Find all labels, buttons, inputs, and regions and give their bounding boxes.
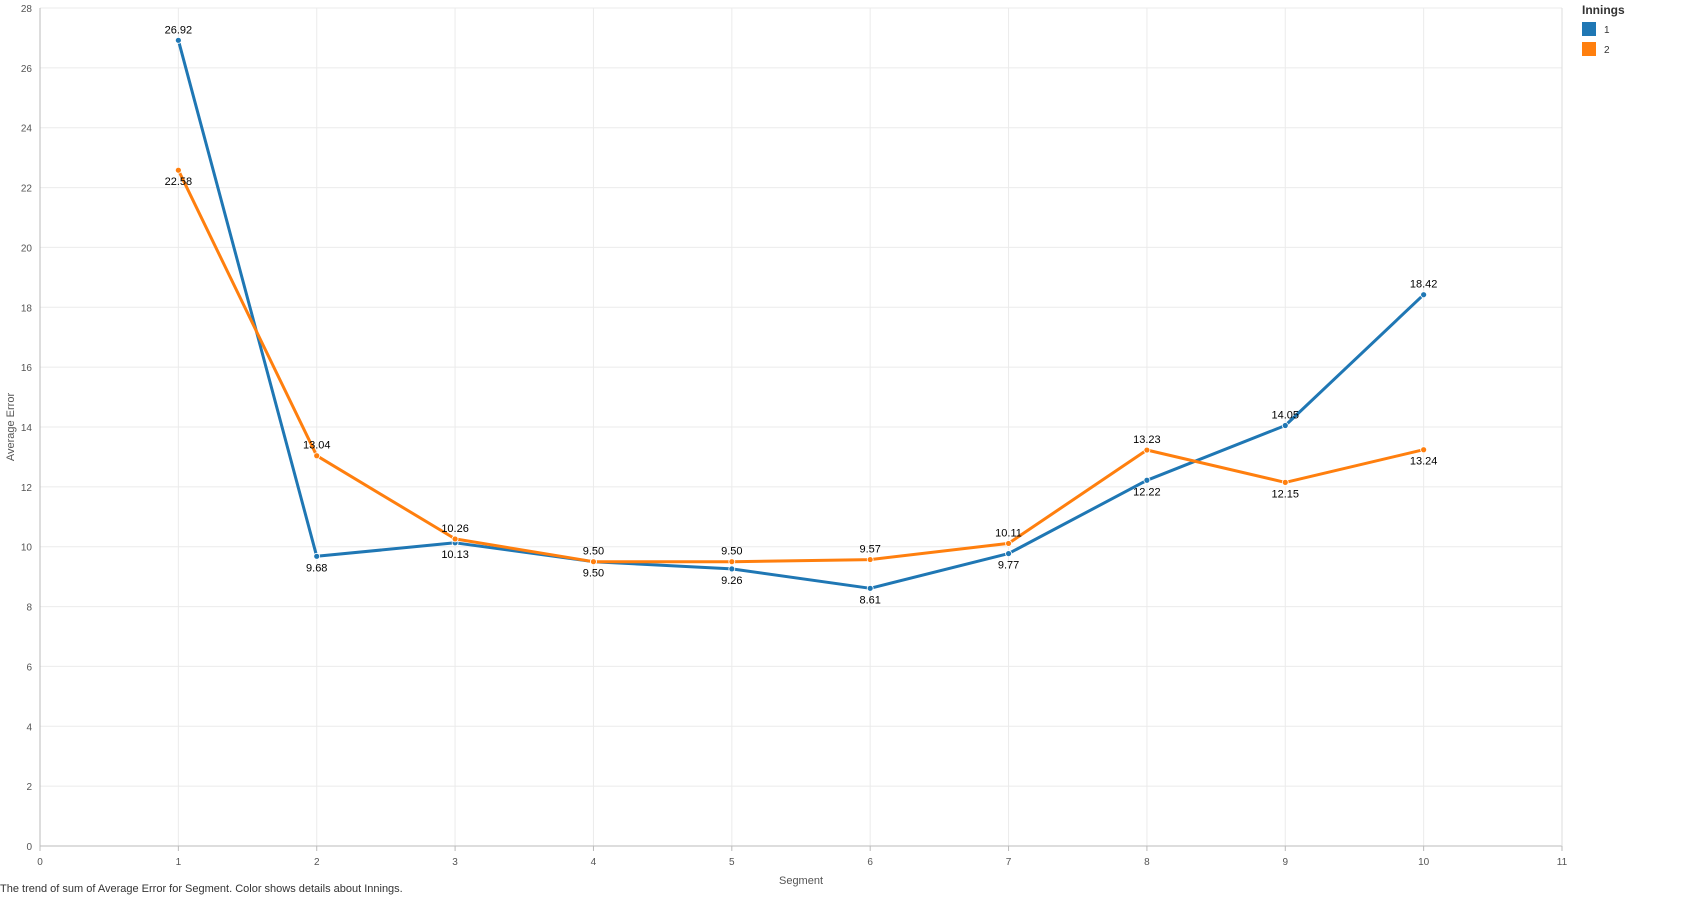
x-tick-label: 2 <box>314 857 320 868</box>
x-tick-label: 0 <box>37 857 43 868</box>
data-point-innings-1 <box>1420 291 1428 299</box>
grid-lines <box>39 7 1563 847</box>
chart-caption: The trend of sum of Average Error for Se… <box>0 883 403 895</box>
x-axis-title: Segment <box>779 875 823 887</box>
y-tick-label: 20 <box>21 243 33 254</box>
data-labels: 26.92 22.58 9.68 13.04 10.13 10.26 9.50 9.50 9.2… <box>165 24 1438 606</box>
data-point-innings-2 <box>1281 478 1289 486</box>
x-tick-label: 7 <box>1006 857 1012 868</box>
legend-swatch-innings-1 <box>1582 22 1596 36</box>
series-line-innings-2 <box>176 168 1426 564</box>
data-label-innings-2: 10.26 <box>441 523 469 535</box>
series-line-innings-1 <box>176 38 1426 590</box>
y-tick-label: 26 <box>21 64 33 75</box>
data-label-innings-1: 14.05 <box>1272 410 1300 422</box>
data-point-innings-2 <box>866 556 874 563</box>
data-point-innings-1 <box>866 584 874 592</box>
data-label-innings-1: 26.92 <box>165 24 193 36</box>
y-tick-label: 10 <box>21 543 33 554</box>
data-point-innings-1 <box>1281 422 1289 429</box>
data-label-innings-1: 18.42 <box>1410 279 1438 291</box>
x-tick-label: 3 <box>452 857 458 868</box>
y-tick-label: 28 <box>21 4 33 15</box>
data-point-innings-2 <box>1143 446 1151 454</box>
x-tick-label: 8 <box>1144 857 1150 868</box>
data-point-innings-2 <box>451 535 459 543</box>
data-label-innings-1: 9.50 <box>583 568 604 580</box>
legend-title: Innings <box>1582 3 1625 17</box>
data-point-innings-1 <box>1143 476 1151 484</box>
data-label-innings-1: 8.61 <box>859 594 880 606</box>
data-label-innings-1: 10.13 <box>441 549 469 561</box>
data-label-innings-2: 12.15 <box>1272 488 1300 500</box>
data-point-innings-1 <box>728 565 736 573</box>
data-point-innings-2 <box>313 452 321 460</box>
x-tick-label: 1 <box>176 857 182 868</box>
data-label-innings-1: 9.26 <box>721 575 742 587</box>
data-point-innings-2 <box>1420 446 1428 454</box>
data-point-innings-2 <box>590 558 597 566</box>
y-tick-label: 8 <box>26 603 32 614</box>
data-label-innings-2: 13.04 <box>303 440 331 452</box>
data-label-innings-1: 9.68 <box>306 562 327 574</box>
legend: Innings 1 2 <box>1582 3 1625 56</box>
data-label-innings-2: 22.58 <box>165 176 193 188</box>
y-tick-label: 16 <box>21 363 33 374</box>
data-label-innings-1: 12.22 <box>1133 486 1161 498</box>
series-layer <box>174 36 1428 592</box>
data-point-innings-1 <box>174 36 182 44</box>
y-tick-label: 18 <box>21 303 33 314</box>
data-label-innings-2: 9.57 <box>859 544 880 556</box>
x-tick-label: 9 <box>1282 857 1288 868</box>
y-tick-label: 24 <box>21 124 33 135</box>
data-label-innings-2: 9.50 <box>583 546 604 558</box>
y-tick-label: 12 <box>21 483 33 494</box>
data-label-innings-2: 13.24 <box>1410 456 1438 468</box>
legend-label-innings-2: 2 <box>1604 45 1610 56</box>
y-tick-label: 2 <box>26 782 32 793</box>
y-tick-label: 0 <box>26 842 32 853</box>
y-tick-label: 4 <box>26 722 32 733</box>
data-label-innings-2: 13.23 <box>1133 434 1161 446</box>
y-tick-label: 14 <box>21 423 33 434</box>
data-point-innings-1 <box>1005 550 1012 557</box>
x-tick-label: 6 <box>867 857 873 868</box>
x-tick-label: 4 <box>591 857 597 868</box>
x-tick-label: 10 <box>1418 857 1430 868</box>
x-tick-label: 11 <box>1557 857 1568 868</box>
data-point-innings-2 <box>1005 540 1012 547</box>
data-point-innings-2 <box>728 558 736 566</box>
y-tick-label: 6 <box>26 662 32 673</box>
data-point-innings-1 <box>313 552 321 560</box>
data-point-innings-2 <box>174 166 182 174</box>
legend-label-innings-1: 1 <box>1604 25 1610 36</box>
data-label-innings-2: 10.11 <box>995 527 1022 539</box>
y-tick-label: 22 <box>21 184 33 195</box>
x-tick-label: 5 <box>729 857 735 868</box>
data-label-innings-2: 9.50 <box>721 546 742 558</box>
y-axis-title: Average Error <box>5 393 17 462</box>
legend-swatch-innings-2 <box>1582 42 1596 56</box>
data-label-innings-1: 9.77 <box>998 560 1019 572</box>
